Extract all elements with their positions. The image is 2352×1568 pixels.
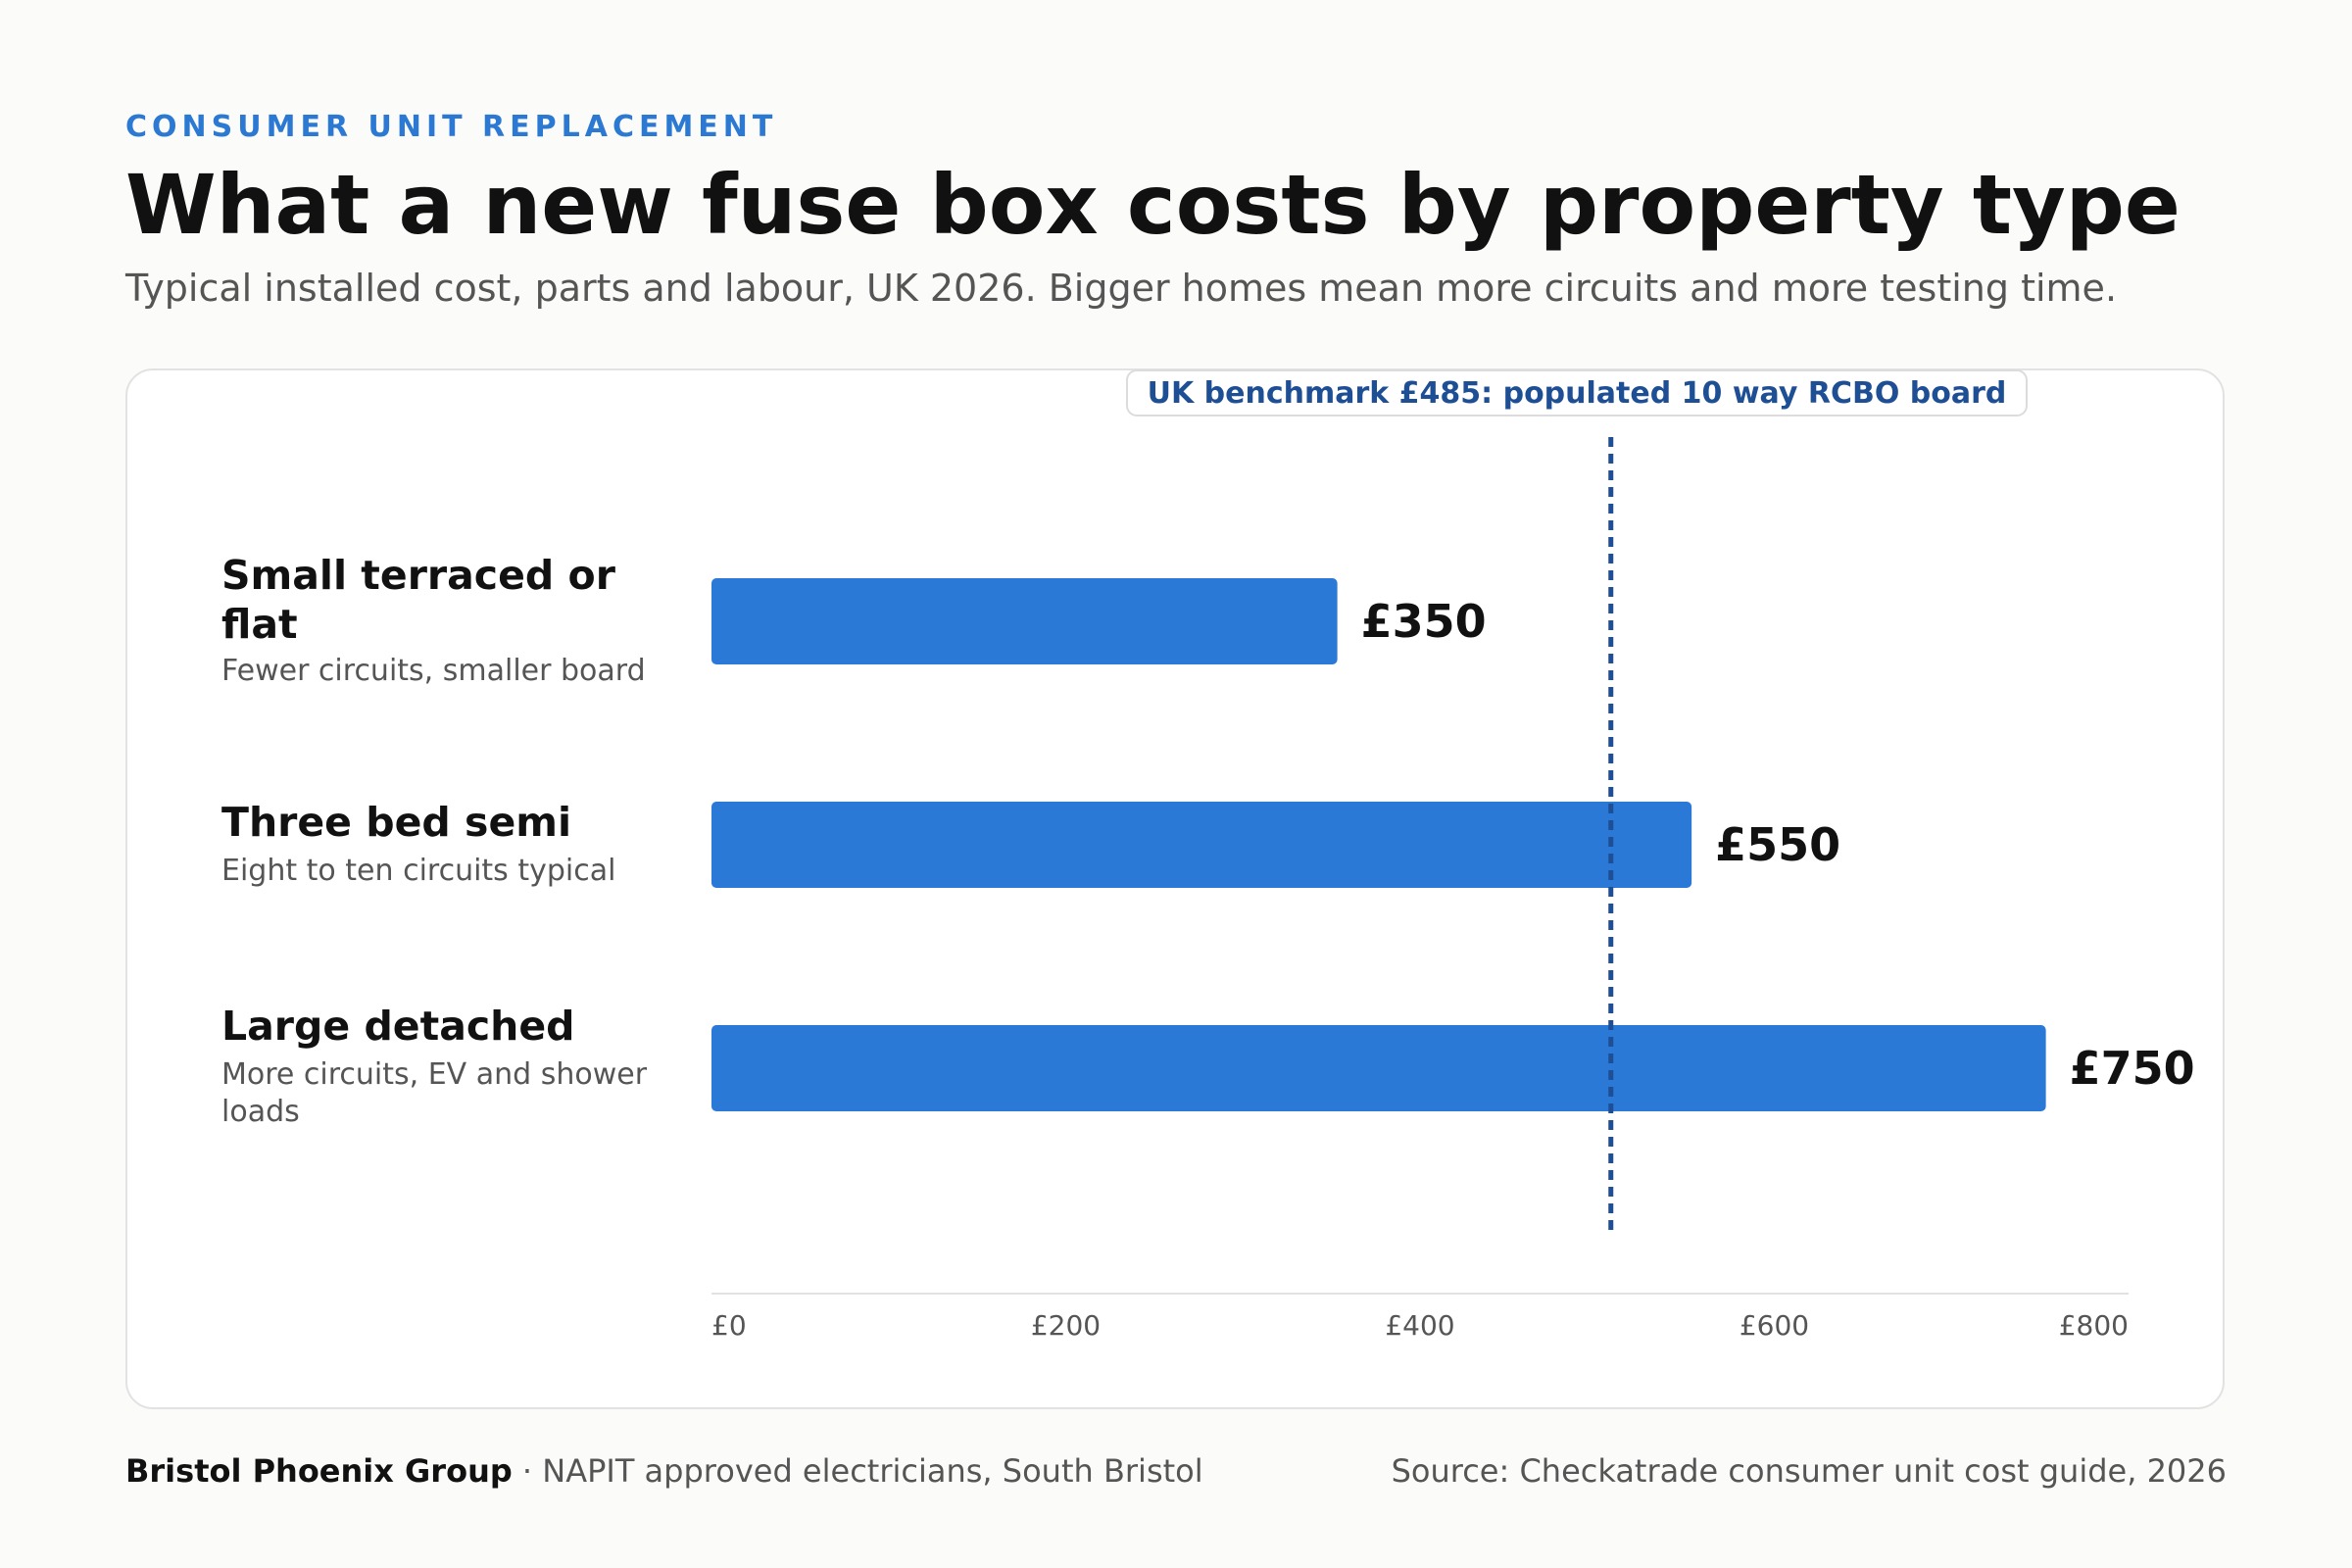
bar-1 xyxy=(711,802,1692,888)
x-tick-label-4: £800 xyxy=(2059,1309,2129,1342)
x-tick-label-3: £600 xyxy=(1740,1309,1809,1342)
reference-label: UK benchmark £485: populated 10 way RCBO… xyxy=(1148,376,2007,411)
bar-2 xyxy=(711,1025,2046,1111)
category-note-three-bed-semi: Eight to ten circuits typical xyxy=(221,854,616,888)
bar-0 xyxy=(711,578,1338,664)
bar-value-label-1: £550 xyxy=(1715,818,1840,871)
footer-credit: Bristol Phoenix Group · NAPIT approved e… xyxy=(125,1452,1203,1490)
footer-tagline: · NAPIT approved electricians, South Bri… xyxy=(512,1452,1203,1490)
category-note-small-terraced: Fewer circuits, smaller board xyxy=(221,654,646,688)
x-tick-label-1: £200 xyxy=(1031,1309,1101,1342)
bar-value-label-0: £350 xyxy=(1361,595,1487,648)
category-label-small-terraced: Small terraced or flat xyxy=(221,552,615,648)
page-subtitle: Typical installed cost, parts and labour… xyxy=(125,267,2118,310)
footer-brand: Bristol Phoenix Group xyxy=(125,1452,513,1490)
page-title: What a new fuse box costs by property ty… xyxy=(125,157,2180,253)
footer-source: Source: Checkatrade consumer unit cost g… xyxy=(1391,1452,2227,1490)
bar-value-label-2: £750 xyxy=(2070,1042,2195,1095)
x-tick-label-2: £400 xyxy=(1385,1309,1454,1342)
category-label-three-bed-semi: Three bed semi xyxy=(221,799,572,846)
category-note-large-detached: More circuits, EV and shower loads xyxy=(221,1057,648,1129)
chart-card xyxy=(125,368,2225,1409)
category-label-large-detached: Large detached xyxy=(221,1003,575,1050)
x-tick-label-0: £0 xyxy=(711,1309,747,1342)
reference-label-box xyxy=(1126,369,2028,416)
eyebrow-label: CONSUMER UNIT REPLACEMENT xyxy=(125,110,778,144)
